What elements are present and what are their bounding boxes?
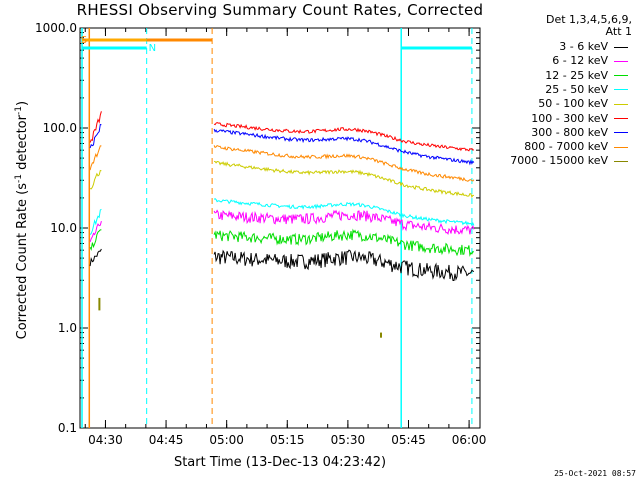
series-trace-4 [89,169,102,190]
series-trace-2-b [213,228,475,257]
series-trace-5-b [213,122,475,152]
x-tick-label: 04:30 [88,433,123,447]
legend-entry: 50 - 100 keV [538,97,628,111]
legend-swatch [614,160,628,162]
legend-entry: 6 - 12 keV [552,54,628,68]
legend-swatch [614,146,628,148]
legend-label: 50 - 100 keV [538,97,608,111]
series-trace-0 [89,248,102,267]
legend-entry: 300 - 800 keV [531,126,628,140]
legend-label: 12 - 25 keV [545,68,608,82]
legend-label: 6 - 12 keV [552,54,608,68]
legend-swatch [614,89,628,91]
series-trace-7-b [213,145,475,182]
x-tick-label: 05:30 [331,433,366,447]
legend-label: 100 - 300 keV [531,111,608,125]
chart-title: RHESSI Observing Summary Count Rates, Co… [76,1,484,19]
y-axis-label: Corrected Count Rate (s-1 detector-1) [13,100,31,340]
legend-swatch [614,46,628,48]
x-tick-label: 05:45 [391,433,426,447]
series-trace-7 [89,145,102,171]
legend-entry: 12 - 25 keV [545,69,628,83]
legend-entry: 7000 - 15000 keV [510,154,628,168]
legend-swatch [614,103,628,105]
series-trace-6-b [213,128,475,166]
x-tick-label: 05:00 [209,433,244,447]
legend-entry: 100 - 300 keV [531,112,628,126]
legend-entry: 25 - 50 keV [545,83,628,97]
x-axis-label: Start Time (13-Dec-13 04:23:42) [173,455,387,470]
legend-swatch [614,132,628,134]
legend-attenuator: Att 1 [605,25,632,38]
y-tick-label: 100.0 [43,121,77,135]
legend-label: 300 - 800 keV [531,125,608,139]
y-tick-label: 0.1 [58,421,77,435]
series-trace-2 [89,229,102,251]
night-flag-label: N [149,43,156,54]
y-tick-label: 10.0 [50,221,77,235]
series-trace-4-b [213,160,475,199]
legend-label: 3 - 6 keV [559,40,608,53]
y-tick-label: 1000.0 [35,21,77,35]
legend-swatch [614,118,628,119]
series-trace-1-b [213,209,475,235]
y-tick-label: 1.0 [58,321,77,335]
x-tick-label: 05:15 [270,433,305,447]
series-trace-6 [89,123,102,149]
legend-label: 7000 - 15000 keV [510,154,608,168]
x-tick-label: 06:00 [452,433,487,447]
series-trace-3 [89,208,102,235]
saa-flag-label: S [81,35,87,46]
legend-entry: 800 - 7000 keV [524,140,628,154]
legend-label: 800 - 7000 keV [524,140,608,154]
legend-entry: 3 - 6 keV [559,40,628,54]
legend-label: 25 - 50 keV [545,82,608,96]
timestamp: 25-Oct-2021 08:57 [554,469,636,478]
x-tick-label: 04:45 [149,433,184,447]
legend-swatch [614,60,628,62]
legend-swatch [614,75,628,77]
legend-detectors: Det 1,3,4,5,6,9, [545,13,632,26]
series-trace-1 [89,220,102,243]
series-trace-5 [89,111,102,143]
series-trace-3-b [213,198,475,227]
series-trace-0-b [213,249,475,281]
